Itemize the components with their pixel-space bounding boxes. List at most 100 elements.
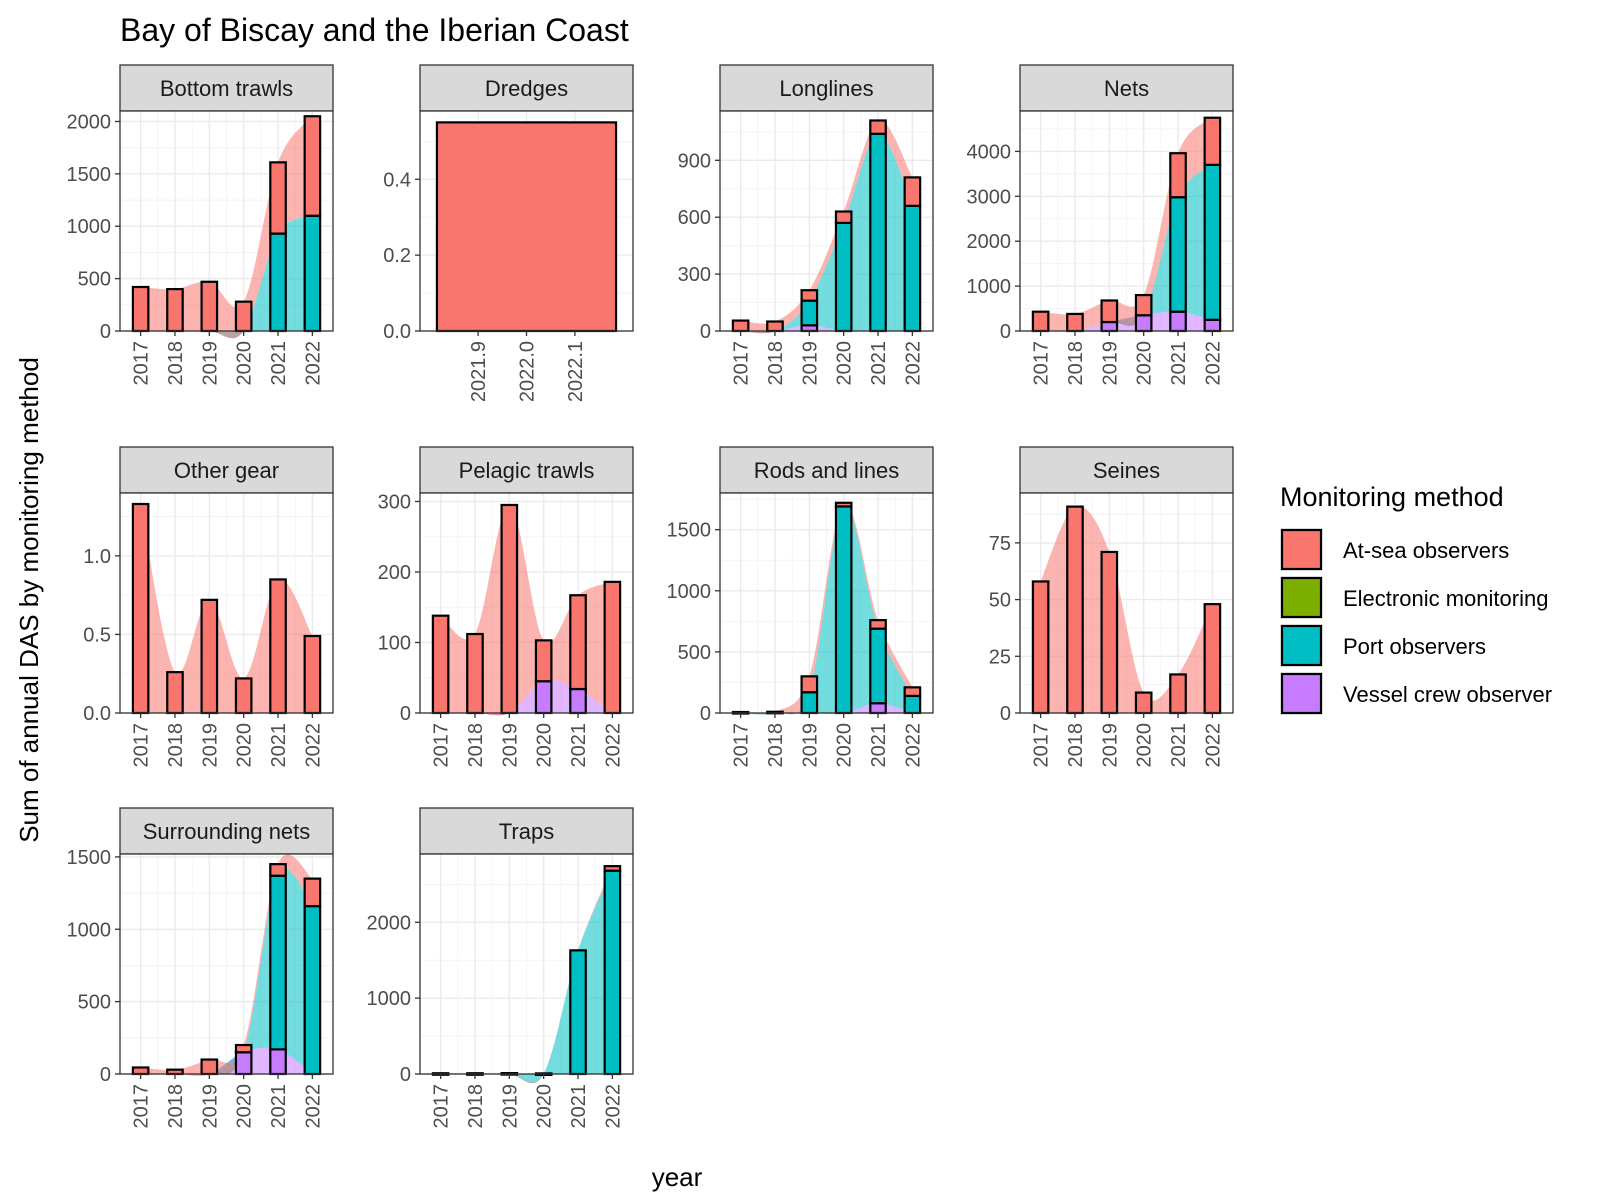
x-tick-label: 2020 xyxy=(834,341,856,386)
x-tick-label: 2019 xyxy=(1099,723,1121,768)
facet-strip-label: Other gear xyxy=(174,458,279,483)
x-tick-label: 2017 xyxy=(1031,341,1053,386)
x-tick-label: 2022 xyxy=(1202,341,1224,386)
bar-segment xyxy=(466,632,484,715)
y-tick-label: 0.2 xyxy=(383,245,411,267)
bar-segment xyxy=(1100,299,1119,324)
facet-dredges: Dredges 0.0 0.2 0.4 2021.9 2022.0 2022.1 xyxy=(383,64,634,402)
y-tick-label: 0 xyxy=(400,703,411,725)
bar-segment xyxy=(303,905,322,1076)
x-tick-label: 2021 xyxy=(568,723,590,768)
y-axis: 0 1000 2000 3000 4000 xyxy=(967,141,1020,343)
y-axis: 0 500 1000 1500 2000 xyxy=(67,111,120,343)
bar-segment xyxy=(269,161,287,235)
y-tick-label: 1000 xyxy=(367,988,412,1010)
x-tick-label: 2022 xyxy=(302,341,324,386)
bar-segment xyxy=(903,694,922,715)
bar-segment xyxy=(1031,310,1050,333)
legend-item: Electronic monitoring xyxy=(1280,576,1548,619)
panel-border xyxy=(719,492,934,714)
legend-items: At-sea observers Electronic monitoring Por… xyxy=(1280,528,1552,715)
y-tick-label: 0.0 xyxy=(383,321,411,343)
y-tick-label: 1000 xyxy=(967,276,1012,298)
bar-segment xyxy=(834,501,853,508)
facet-strip xyxy=(419,446,634,494)
bar-segment xyxy=(800,299,819,327)
bar-segment xyxy=(1203,116,1222,166)
legend-label: Electronic monitoring xyxy=(1343,586,1548,611)
x-axis-label: year xyxy=(652,1162,703,1192)
bar-segment xyxy=(569,594,587,691)
x-tick-label: 2022.0 xyxy=(517,341,539,402)
bar-segment xyxy=(903,686,922,697)
panel-border xyxy=(119,110,334,332)
bars xyxy=(1031,505,1222,715)
bar-segment xyxy=(1134,293,1153,317)
legend-item: Vessel crew observer xyxy=(1280,672,1552,715)
x-tick-label: 2021 xyxy=(1168,341,1190,386)
x-tick-label: 2022 xyxy=(1202,723,1224,768)
y-tick-label: 300 xyxy=(678,264,711,286)
bar-segment xyxy=(534,680,553,715)
bar-segment xyxy=(1203,603,1222,715)
x-tick-label: 2018 xyxy=(1065,341,1087,386)
bar-segment xyxy=(435,121,618,333)
x-tick-label: 2019 xyxy=(199,1084,221,1129)
facet-strip-label: Surrounding nets xyxy=(143,819,311,844)
facet-strip-label: Traps xyxy=(499,819,554,844)
bar-segment xyxy=(234,1043,253,1054)
legend-key xyxy=(1280,528,1323,571)
x-axis: 2017 2018 2019 2020 2021 2022 xyxy=(1031,331,1224,386)
bar-segment xyxy=(166,671,184,715)
x-tick-label: 2020 xyxy=(534,723,556,768)
y-tick-label: 1000 xyxy=(67,919,112,941)
bar-segment xyxy=(834,505,853,715)
y-tick-label: 0 xyxy=(700,703,711,725)
x-tick-label: 2021 xyxy=(568,1084,590,1129)
bar-segment xyxy=(303,877,322,908)
y-tick-label: 500 xyxy=(78,992,111,1014)
x-tick-label: 2022 xyxy=(302,1084,324,1129)
bar-segment xyxy=(1066,312,1084,333)
bar-segment xyxy=(800,289,819,302)
x-tick-label: 2020 xyxy=(234,723,256,768)
y-tick-label: 0 xyxy=(400,1064,411,1086)
y-tick-label: 900 xyxy=(678,150,711,172)
bar-segment xyxy=(869,119,887,135)
facet-strip-label: Longlines xyxy=(779,76,873,101)
bar-segment xyxy=(303,634,322,715)
facet-strip-label: Dredges xyxy=(485,76,568,101)
legend: Monitoring method At-sea observers Electr… xyxy=(1280,482,1552,715)
y-tick-label: 1.0 xyxy=(83,546,111,568)
panel-border xyxy=(119,492,334,714)
x-tick-label: 2022 xyxy=(902,341,924,386)
x-tick-label: 2021 xyxy=(1168,723,1190,768)
panel-border xyxy=(419,492,634,714)
y-tick-label: 2000 xyxy=(367,912,412,934)
x-tick-label: 2018 xyxy=(165,341,187,386)
bars xyxy=(131,115,322,333)
x-axis: 2017 2018 2019 2020 2021 2022 xyxy=(131,1074,324,1129)
bar-segment xyxy=(834,221,853,333)
y-tick-label: 25 xyxy=(989,646,1011,668)
facet-strip xyxy=(719,64,934,112)
y-axis-label: Sum of annual DAS by monitoring method xyxy=(14,357,44,843)
bar-segment xyxy=(269,1048,287,1076)
x-tick-label: 2022.1 xyxy=(565,341,587,402)
bar-segment xyxy=(131,285,150,333)
x-tick-label: 2021.9 xyxy=(468,341,490,402)
bar-segment xyxy=(200,1058,219,1076)
panel-border xyxy=(119,853,334,1075)
x-axis: 2017 2018 2019 2020 2021 2022 xyxy=(431,1074,624,1129)
bar-segment xyxy=(131,502,150,715)
legend-item: Port observers xyxy=(1280,624,1486,667)
x-tick-label: 2017 xyxy=(731,723,753,768)
bar-segment xyxy=(234,1051,253,1076)
y-tick-label: 0.5 xyxy=(83,624,111,646)
facet-traps: Traps 0 1000 2000 2017 2018 2019 2020 2021 2022 xyxy=(367,807,634,1129)
facet-strip xyxy=(119,807,334,855)
legend-label: At-sea observers xyxy=(1343,538,1509,563)
